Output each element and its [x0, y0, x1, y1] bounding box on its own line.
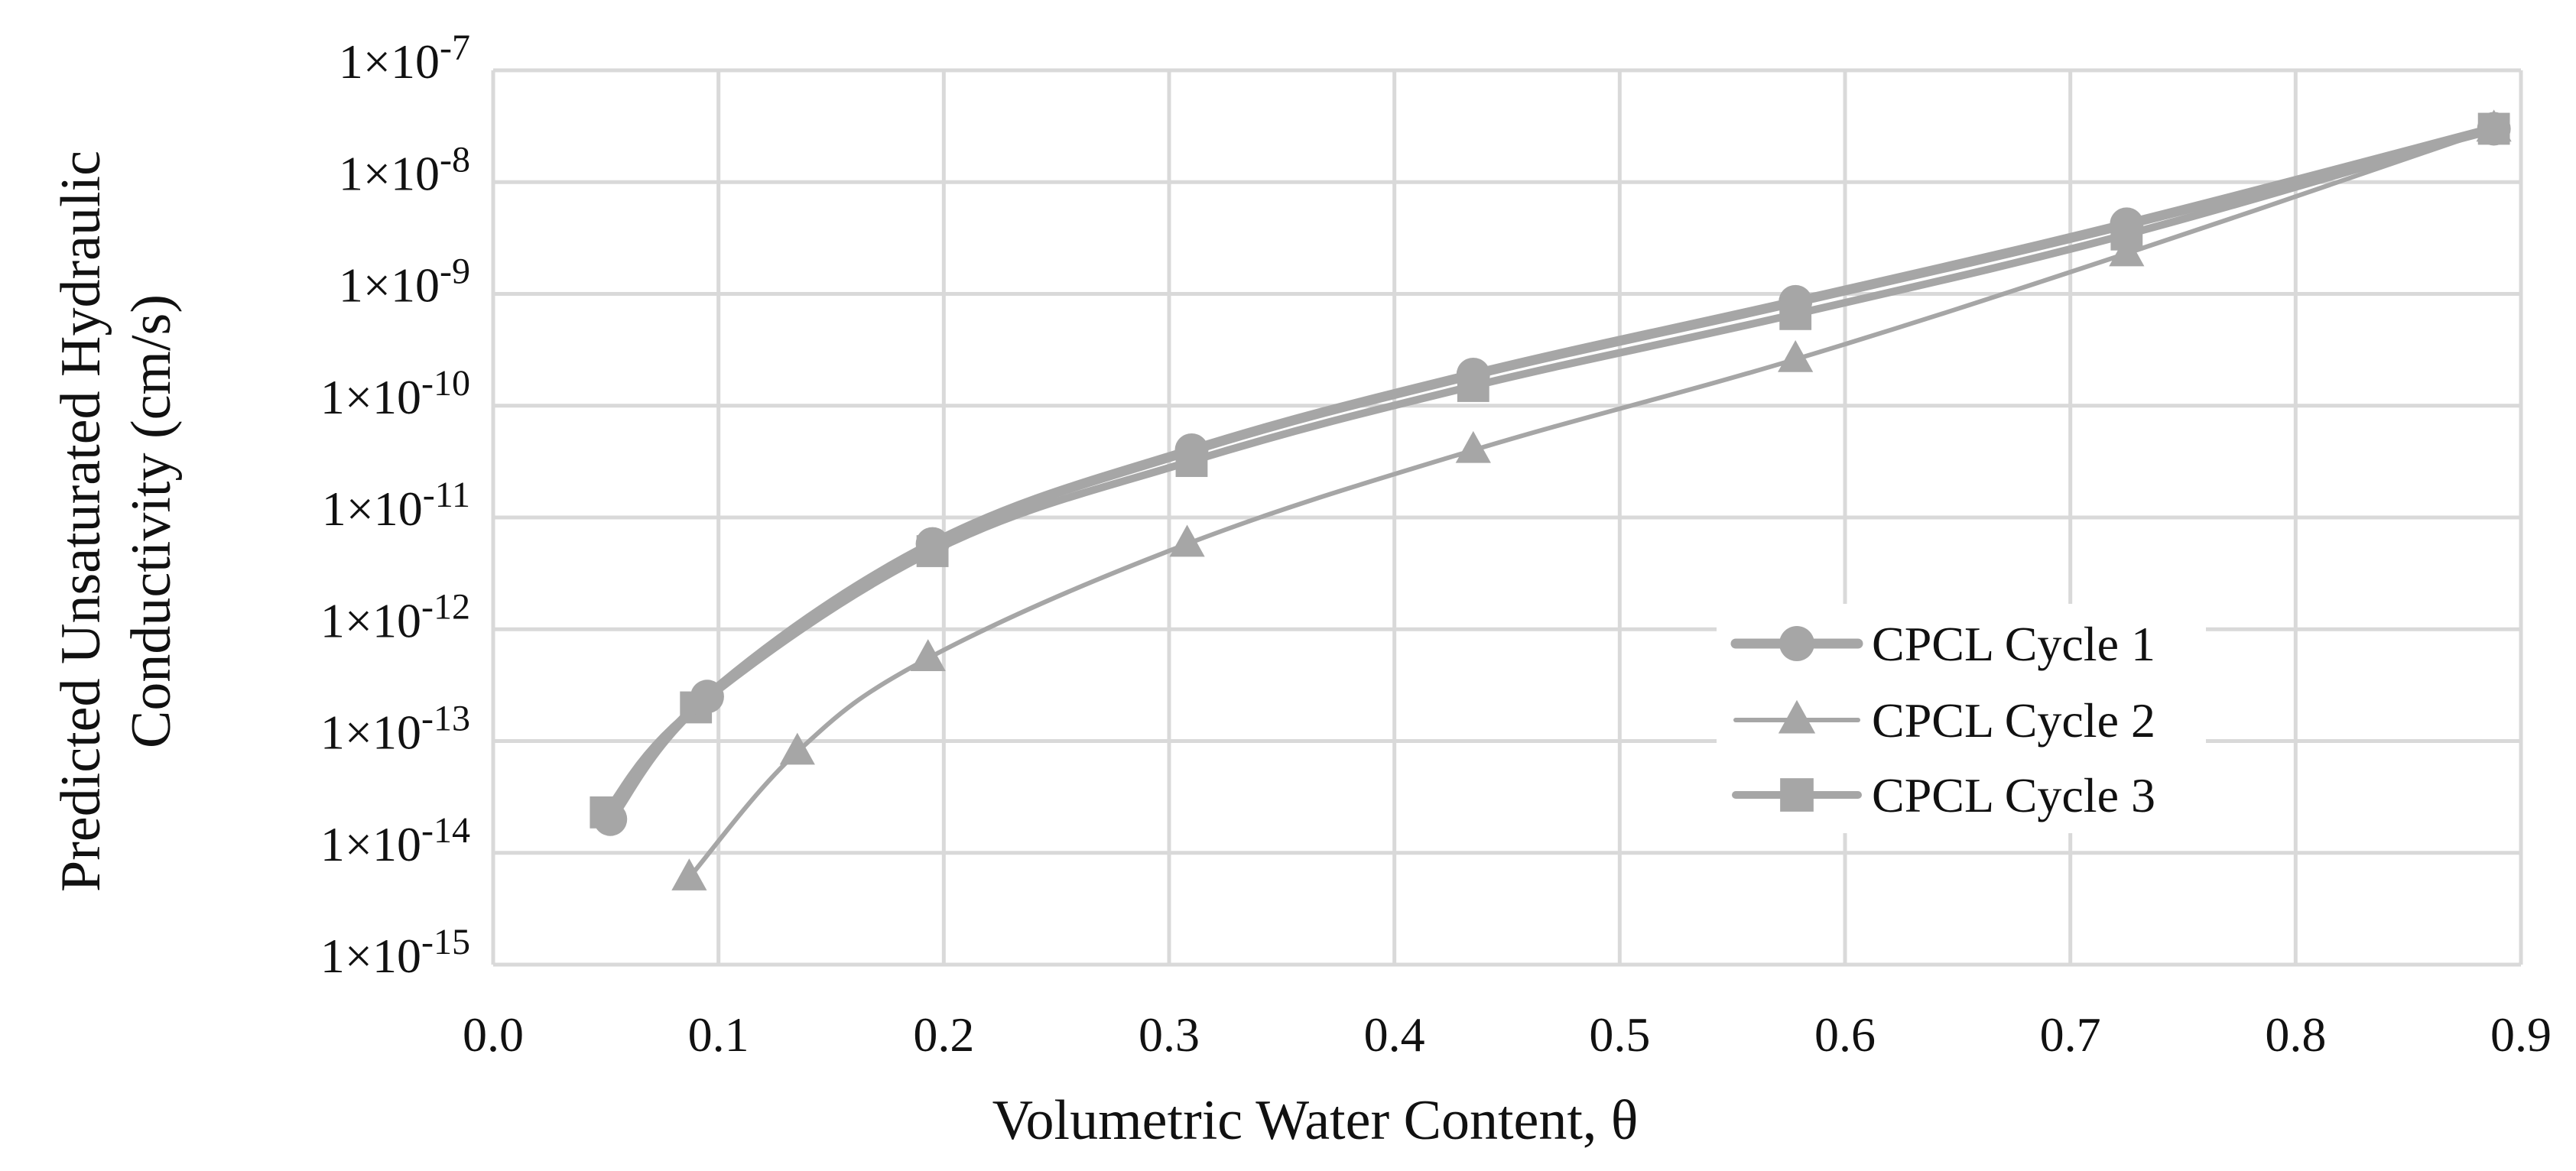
- x-tick-label: 0.9: [2490, 1007, 2552, 1062]
- y-axis-title-line-2: Conductivity (cm/s): [120, 294, 183, 748]
- data-point: [1779, 284, 1813, 319]
- legend-marker: [1778, 699, 1816, 734]
- legend-item: CPCL Cycle 3: [1732, 768, 2155, 822]
- y-tick-exponent: -8: [440, 139, 470, 180]
- y-tick-base: 1×10: [320, 817, 421, 871]
- data-point: [779, 732, 815, 765]
- series-circle: [593, 112, 2511, 836]
- y-axis-ticks: 1×10-71×10-81×10-91×10-101×10-111×10-121…: [320, 28, 470, 983]
- data-point: [1174, 433, 1209, 467]
- y-axis-title: Predicted Unsaturated Hydraulic Conducti…: [50, 151, 183, 892]
- y-tick-base: 1×10: [320, 370, 421, 424]
- data-point: [690, 680, 724, 714]
- y-axis-title-line-1: Predicted Unsaturated Hydraulic: [50, 151, 112, 892]
- y-tick-label: 1×10-15: [320, 922, 470, 983]
- y-tick-exponent: -14: [421, 810, 470, 851]
- y-tick-exponent: -13: [421, 699, 470, 739]
- series-line: [605, 123, 2500, 825]
- y-tick-exponent: -10: [421, 363, 470, 404]
- y-tick-exponent: -9: [440, 251, 470, 292]
- legend-marker: [1779, 626, 1814, 661]
- data-point: [910, 639, 946, 671]
- y-tick-label: 1×10-12: [320, 586, 470, 647]
- legend-label: CPCL Cycle 2: [1872, 693, 2155, 748]
- x-axis-ticks: 0.0 0.1 0.2 0.3 0.4 0.5 0.6 0.7 0.8 0.9: [463, 1007, 2552, 1062]
- data-point: [2477, 112, 2511, 146]
- x-tick-label: 0.3: [1139, 1007, 1200, 1062]
- x-tick-label: 0.5: [1589, 1007, 1650, 1062]
- y-tick-label: 1×10-9: [339, 251, 470, 313]
- x-tick-label: 0.7: [2040, 1007, 2101, 1062]
- y-tick-base: 1×10: [339, 34, 440, 89]
- y-tick-exponent: -12: [421, 586, 470, 627]
- data-point: [915, 527, 950, 561]
- y-tick-base: 1×10: [320, 706, 421, 760]
- x-tick-label: 0.1: [688, 1007, 749, 1062]
- y-tick-label: 1×10-7: [339, 28, 470, 89]
- x-tick-label: 0.6: [1814, 1007, 1876, 1062]
- data-point: [593, 802, 628, 836]
- y-tick-base: 1×10: [320, 929, 421, 983]
- x-axis-title: Volumetric Water Content, θ: [992, 1089, 1639, 1152]
- x-tick-label: 0.4: [1364, 1007, 1425, 1062]
- x-tick-label: 0.0: [463, 1007, 524, 1062]
- y-tick-label: 1×10-14: [320, 810, 470, 871]
- y-tick-label: 1×10-8: [339, 139, 470, 200]
- y-tick-base: 1×10: [322, 482, 423, 536]
- data-point: [1169, 524, 1205, 557]
- series-layer: [590, 109, 2512, 890]
- legend-label: CPCL Cycle 1: [1872, 617, 2155, 671]
- legend-label: CPCL Cycle 3: [1872, 768, 2155, 822]
- y-tick-exponent: -7: [440, 28, 470, 68]
- legend-marker: [1780, 778, 1814, 812]
- legend-item: CPCL Cycle 2: [1733, 693, 2155, 748]
- y-tick-label: 1×10-10: [320, 363, 470, 424]
- y-tick-label: 1×10-11: [322, 475, 470, 536]
- data-point: [1456, 357, 1490, 391]
- y-tick-label: 1×10-13: [320, 699, 470, 760]
- y-tick-exponent: -11: [423, 475, 470, 515]
- series-triangle: [671, 109, 2512, 890]
- data-point: [671, 858, 707, 890]
- x-tick-label: 0.2: [913, 1007, 974, 1062]
- y-tick-base: 1×10: [339, 258, 440, 313]
- data-point: [1455, 430, 1491, 463]
- x-tick-label: 0.8: [2265, 1007, 2326, 1062]
- y-tick-base: 1×10: [320, 593, 421, 647]
- data-point: [2110, 207, 2144, 242]
- y-tick-exponent: -15: [421, 922, 470, 962]
- legend-item: CPCL Cycle 1: [1730, 617, 2155, 671]
- series-line: [602, 125, 2498, 816]
- legend: CPCL Cycle 1 CPCL Cycle 2 CPCL Cycle 3: [1717, 604, 2206, 833]
- series-line: [687, 126, 2496, 881]
- y-tick-base: 1×10: [339, 146, 440, 200]
- data-point: [1778, 339, 1814, 372]
- grid: [491, 68, 2523, 967]
